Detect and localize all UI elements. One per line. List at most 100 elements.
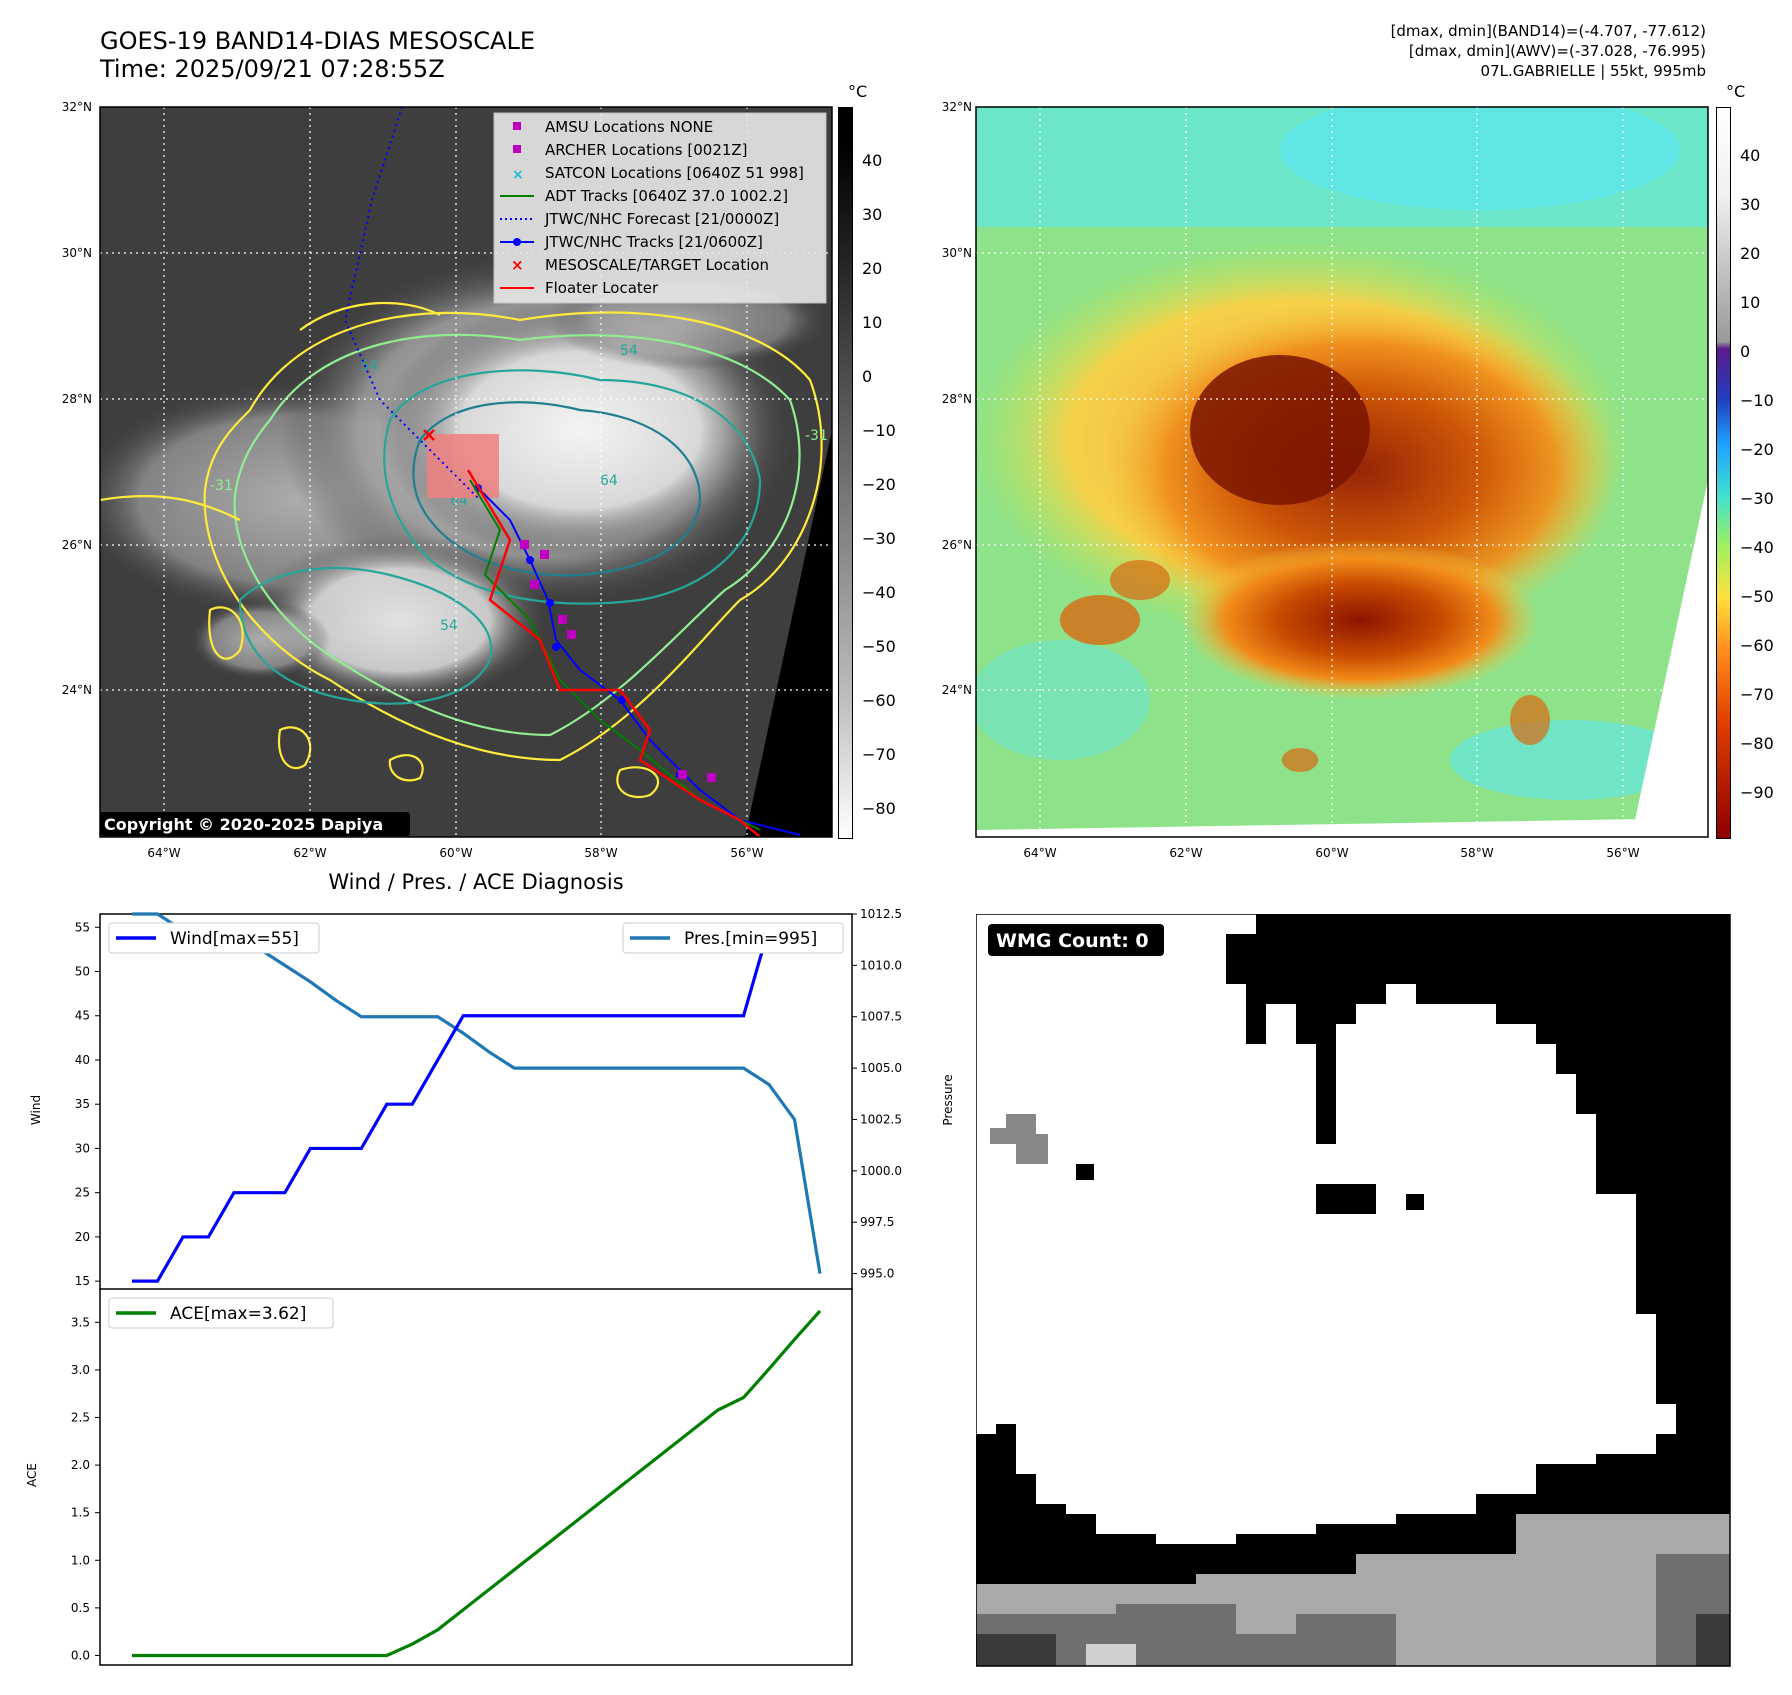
awv-map-panel: 32°N 30°N 28°N 26°N 24°N 64°W 62°W 60°W … [942,100,1709,860]
ace-tick-label: 3.5 [71,1315,90,1329]
wind-pressure-chart: 55 50 45 40 35 30 25 20 15 1012.5 1010.0 1007.5 100… [29,907,955,1291]
ace-plot-frame [99,1288,853,1666]
pres-tick-label: 1005.0 [860,1061,902,1075]
lon-label: 56°W [1606,846,1639,860]
awv-cb-tick: −10 [1740,391,1774,410]
awv-grid [976,107,1708,837]
awv-cb-tick: −40 [1740,538,1774,557]
jtwc-forecast-line [343,107,481,501]
wind-axis-label: Wind [29,1095,43,1125]
awv-cb-tick: −30 [1740,489,1774,508]
target-x-icon: × [511,256,524,274]
wind-tick-label: 45 [75,1009,90,1023]
legend-archer: ARCHER Locations [0021Z] [545,141,748,159]
ir-contours [100,301,823,799]
awv-cb-tick: 10 [1740,293,1761,312]
pres-tick-label: 1007.5 [860,1010,902,1024]
awv-colorbar [1716,107,1731,839]
lat-label: 30°N [942,246,972,260]
awv-cb-tick: 20 [1740,244,1761,263]
ir-cb-tick: −60 [862,691,896,710]
ir-cb-tick: 20 [862,259,883,278]
ir-colorbar [838,107,853,839]
ace-series-line [132,1309,822,1658]
ace-tick-label: 2.5 [71,1411,90,1425]
ir-cb-tick: −40 [862,583,896,602]
wmg-count-badge [988,924,1164,956]
lat-label: 32°N [942,100,972,114]
pres-tick-label: 995.0 [860,1267,894,1281]
lat-label: 24°N [62,683,92,697]
adt-track-line [469,479,761,831]
diagnosis-title: Wind / Pres. / ACE Diagnosis [328,870,624,894]
no-data-region [745,430,832,837]
ace-tick-label: 0.5 [71,1601,90,1615]
contour-label: 54 [360,358,378,374]
wind-tick-label: 25 [75,1186,90,1200]
dmax-awv-info: [dmax, dmin](AWV)=(-37.028, -76.995) [1408,42,1706,60]
lon-label: 64°W [1023,846,1056,860]
wmg-count-label: WMG Count: 0 [996,930,1149,952]
chart-time: Time: 2025/09/21 07:28:55Z [100,55,445,83]
ir-cb-tick: 10 [862,313,883,332]
target-box [427,434,499,498]
lon-label: 62°W [1169,846,1202,860]
wmg-gray-patch [990,1114,1048,1164]
awv-cb-tick: −80 [1740,734,1774,753]
wind-plot-frame [99,913,853,1291]
awv-cb-tick: 40 [1740,146,1761,165]
lat-label: 24°N [942,683,972,697]
floater-locater-line [466,469,761,837]
ir-cb-tick: −30 [862,529,896,548]
lat-label: 26°N [62,538,92,552]
wmg-black-band [976,1424,1730,1584]
awv-cb-tick: −50 [1740,587,1774,606]
lon-label: 60°W [1315,846,1348,860]
ir-cb-tick: 40 [862,151,883,170]
wind-tick-label: 50 [75,965,90,979]
legend-forecast: JTWC/NHC Forecast [21/0000Z] [544,210,779,228]
pres-legend-box [622,922,844,954]
pres-tick-label: 997.5 [860,1215,894,1229]
awv-cb-tick: −20 [1740,440,1774,459]
storm-info: 07L.GABRIELLE | 55kt, 995mb [1480,62,1706,80]
lat-label: 26°N [942,538,972,552]
ace-legend-label: ACE[max=3.62] [170,1304,306,1324]
pres-tick-label: 1010.0 [860,958,902,972]
ace-axis-label: ACE [25,1463,39,1487]
wind-tick-label: 20 [75,1230,90,1244]
wind-tick-label: 40 [75,1053,90,1067]
satcon-x-icon: × [512,167,524,183]
pres-tick-label: 1002.5 [860,1112,902,1126]
lon-label: 58°W [584,846,617,860]
lat-label: 30°N [62,246,92,260]
wmg-panel: WMG Count: 0 [976,914,1731,1667]
pres-legend-label: Pres.[min=995] [684,929,817,949]
ir-cb-tick: −70 [862,745,896,764]
awv-cb-tick: 30 [1740,195,1761,214]
contour-label: 54 [620,343,638,359]
contour-label: 54 [440,618,458,634]
wmg-black-region [1226,914,1730,1474]
lat-label: 32°N [62,100,92,114]
wind-tick-label: 30 [75,1141,90,1155]
archer-marker-icon [513,145,521,153]
legend-satcon: SATCON Locations [0640Z 51 998] [545,164,804,182]
ace-tick-label: 3.0 [71,1363,90,1377]
ir-colorbar-unit: °C [848,82,868,101]
ir-cb-tick: −80 [862,799,896,818]
lat-label: 28°N [62,392,92,406]
pres-tick-label: 1000.0 [860,1164,902,1178]
legend-target: MESOSCALE/TARGET Location [545,256,769,274]
pressure-axis-label: Pressure [941,1074,955,1125]
ir-cb-tick: −50 [862,637,896,656]
ace-tick-label: 0.0 [71,1648,90,1662]
legend-amsu: AMSU Locations NONE [545,118,713,136]
ace-tick-label: 1.0 [71,1553,90,1567]
copyright-label: Copyright © 2020-2025 Dapiya [104,815,383,834]
wind-series-line [132,925,820,1283]
ace-tick-label: 1.5 [71,1506,90,1520]
lat-label: 28°N [942,392,972,406]
legend-floater: Floater Locater [545,279,659,297]
awv-colorbar-unit: °C [1726,82,1746,101]
